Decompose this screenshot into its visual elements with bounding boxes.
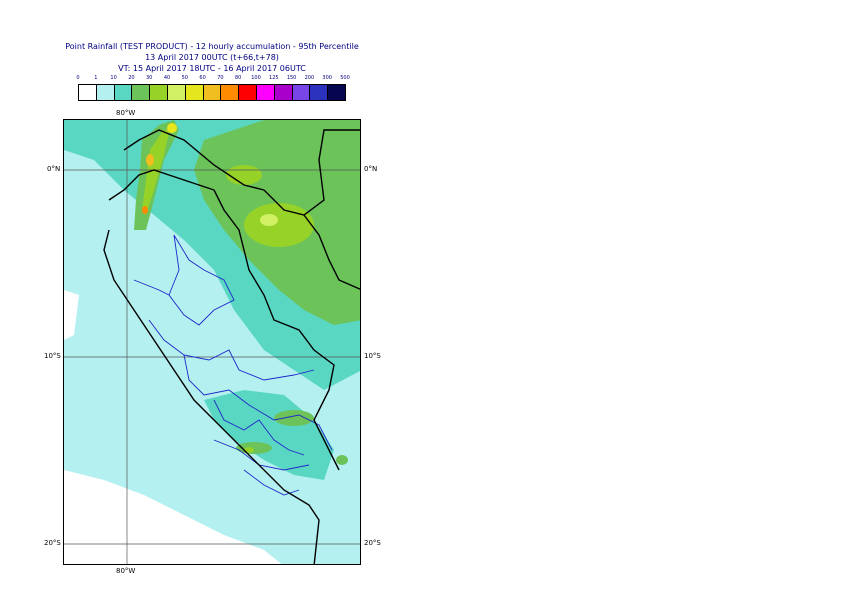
lon-label-bottom: 80°W — [116, 567, 136, 575]
colorbar-tick-label: 300 — [322, 75, 332, 81]
lat-label-right-20s: 20°S — [364, 539, 381, 547]
validity-time-label: VT: 15 April 2017 18UTC - 16 April 2017 … — [118, 64, 306, 73]
lat-label-right-10s: 10°S — [364, 352, 381, 360]
colorbar-swatch — [327, 84, 346, 101]
country-borders — [103, 129, 360, 564]
colorbar-tick-label: 50 — [181, 75, 188, 81]
rain-band-30-40-north — [226, 165, 262, 185]
ocean-no-rain-west — [64, 290, 79, 340]
colorbar-swatch — [291, 84, 311, 101]
colorbar-swatch — [256, 84, 275, 101]
ocean-light-rain — [64, 250, 314, 564]
run-time-label: 13 April 2017 00UTC (t+66,t+78) — [145, 53, 279, 62]
colorbar-tick-label: 30 — [146, 75, 153, 81]
colorbar-swatch — [78, 84, 97, 101]
colorbar-tick-label: 0 — [76, 75, 80, 81]
colorbar-swatch — [309, 84, 329, 101]
lat-label-left-20s: 20°S — [44, 539, 61, 547]
rain-band-40-50-amazon — [260, 214, 278, 226]
colorbar-tick-label: 200 — [304, 75, 315, 81]
map-title: Point Rainfall (TEST PRODUCT) - 12 hourl… — [65, 42, 359, 51]
colorbar-swatch — [131, 84, 151, 101]
map-canvas — [64, 120, 360, 564]
colorbar-swatch — [113, 84, 133, 101]
colorbar-swatch — [167, 84, 186, 101]
colorbar-tick-label: 20 — [128, 75, 135, 81]
rain-band-20-30-south-c — [336, 455, 348, 465]
rain-band-30-40-andes — [142, 128, 170, 215]
rain-band-30-40-south — [244, 447, 254, 453]
colorbar-swatch — [184, 84, 204, 101]
lon-label-top: 80°W — [116, 109, 136, 117]
colorbar-swatch — [238, 84, 257, 101]
colorbar-tick-label: 60 — [199, 75, 206, 81]
colorbar-tick-label: 40 — [163, 75, 171, 81]
colorbar-tick-label: 100 — [251, 75, 261, 81]
rain-band-60-70-a — [146, 154, 154, 166]
rain-band-10-20-northwest — [64, 120, 134, 145]
colorbar-swatch — [95, 84, 115, 101]
rain-band-20-30-south-a — [274, 410, 314, 426]
colorbar-tick-label: 10 — [110, 75, 117, 81]
colorbar-swatch — [202, 84, 222, 101]
colorbar-tick-label: 150 — [286, 75, 297, 81]
colorbar-tick-label: 80 — [235, 75, 242, 81]
rain-band-70-80-a — [142, 206, 148, 214]
lat-label-left-10s: 10°S — [44, 352, 61, 360]
colorbar-tick-label: 70 — [217, 75, 224, 81]
ocean-no-rain-south — [64, 470, 282, 564]
colorbar-swatch — [220, 84, 240, 101]
colorbar-swatch — [273, 84, 293, 101]
rain-band-50-60-a — [167, 123, 177, 133]
rainfall-map — [63, 119, 361, 565]
colorbar-tick-label: 1 — [94, 75, 98, 81]
colorbar-tick-label: 125 — [269, 75, 279, 81]
colorbar-swatch — [149, 84, 168, 101]
rain-band-30-40-amazon — [244, 203, 314, 247]
lat-label-right-0n: 0°N — [364, 165, 378, 173]
lat-label-left-0n: 0°N — [47, 165, 61, 173]
colorbar-tick-label: 500 — [340, 75, 350, 81]
